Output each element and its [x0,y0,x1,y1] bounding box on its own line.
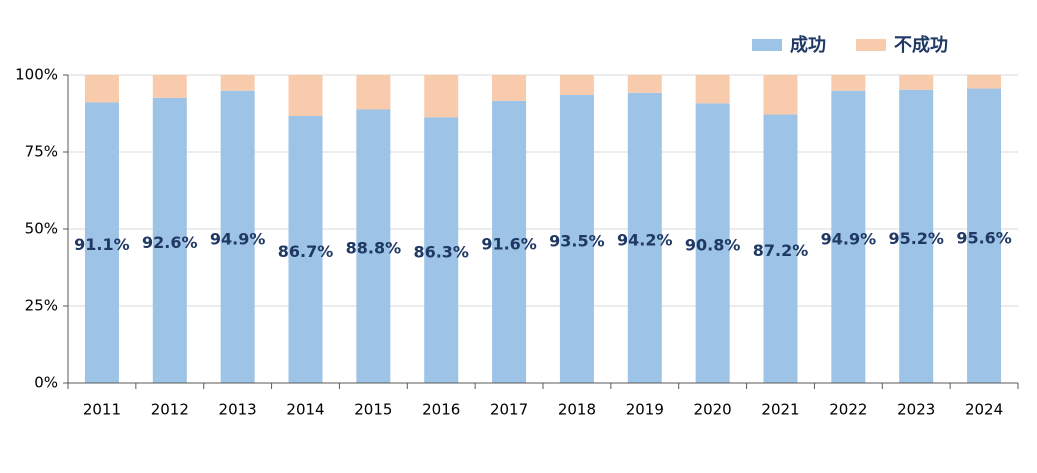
x-tick-label: 2013 [219,401,257,419]
y-tick-label: 75% [25,143,58,161]
x-tick-label: 2024 [965,401,1003,419]
bar-segment [627,92,662,383]
legend-label: 成功 [790,34,826,56]
bar-segment [492,75,527,101]
data-label: 91.6% [481,234,537,253]
legend-swatch [856,39,886,51]
y-tick-label: 25% [25,297,58,315]
y-tick-label: 100% [15,66,58,84]
x-tick-label: 2018 [558,401,596,419]
bar-segment [899,89,934,383]
bar-segment [356,75,391,110]
x-tick-label: 2020 [694,401,732,419]
data-label: 86.3% [413,243,469,262]
bar-segment [763,75,798,115]
x-tick-label: 2023 [897,401,935,419]
bar-segment [831,90,866,383]
legend-label: 不成功 [894,34,948,56]
y-tick-label: 50% [25,220,58,238]
x-tick-label: 2022 [829,401,867,419]
bar-segment [559,95,594,384]
bar-segment [152,97,187,384]
data-label: 93.5% [549,232,605,251]
bar-segment [967,75,1002,89]
bar-segment [763,114,798,383]
bar-segment [220,90,255,383]
x-tick-label: 2012 [151,401,189,419]
bar-segment [288,75,323,116]
bar-segment [288,115,323,384]
data-label: 90.8% [685,236,741,255]
data-label: 94.2% [617,230,673,249]
data-label: 92.6% [142,233,198,252]
bar-segment [84,102,119,384]
x-tick-label: 2017 [490,401,528,419]
x-tick-label: 2011 [83,401,121,419]
bar-segment [695,75,730,104]
bar-segment [695,103,730,383]
bar-segment [424,117,459,384]
x-tick-label: 2016 [422,401,460,419]
bar-segment [356,109,391,383]
x-tick-label: 2014 [286,401,324,419]
bar-segment [152,75,187,98]
x-tick-label: 2019 [626,401,664,419]
bar-segment [84,75,119,103]
data-label: 87.2% [753,241,809,260]
data-label: 94.9% [821,229,877,248]
x-tick-label: 2021 [761,401,799,419]
bar-segment [899,75,934,90]
bar-segment [559,75,594,96]
bar-segment [967,88,1002,383]
data-label: 95.6% [956,228,1012,247]
bar-segment [424,75,459,118]
data-label: 94.9% [210,229,266,248]
bar-segment [627,75,662,93]
data-label: 91.1% [74,235,130,254]
data-label: 88.8% [346,239,402,258]
y-tick-label: 0% [34,374,58,392]
x-tick-label: 2015 [354,401,392,419]
bar-segment [831,75,866,91]
legend-swatch [752,39,782,51]
bar-segment [220,75,255,91]
bar-segment [492,100,527,383]
data-label: 86.7% [278,242,334,261]
data-label: 95.2% [888,229,944,248]
